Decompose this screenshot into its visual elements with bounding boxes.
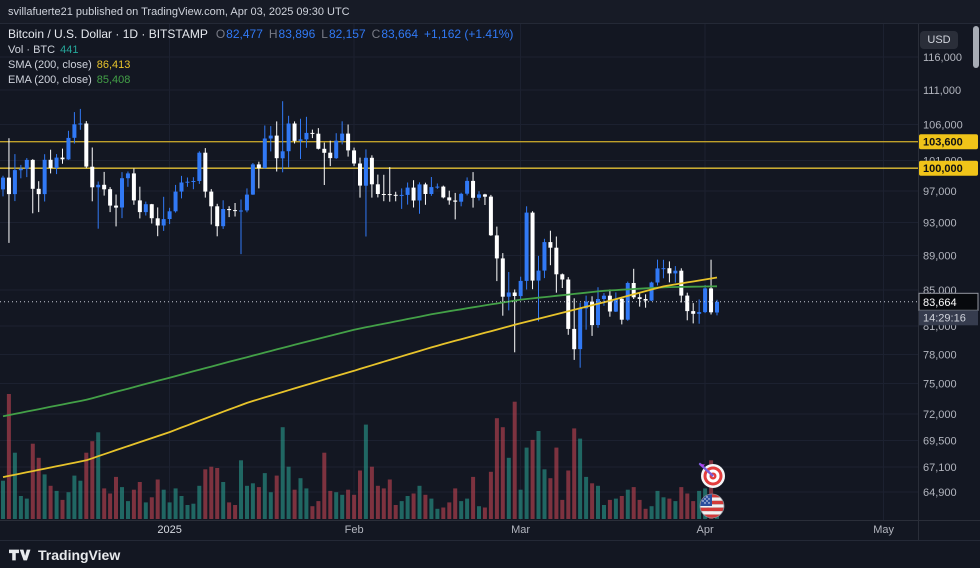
- ema-value: 85,408: [96, 74, 131, 86]
- scrollbar-thumb[interactable]: [973, 26, 979, 68]
- svg-text:89,000: 89,000: [923, 251, 957, 263]
- stickers-layer: [698, 462, 725, 519]
- candles-layer: [1, 101, 719, 368]
- open-value: 82,477: [226, 27, 263, 41]
- svg-text:Apr: Apr: [697, 524, 714, 536]
- svg-text:93,000: 93,000: [923, 218, 957, 230]
- grid-layer: [0, 24, 918, 520]
- svg-text:2025: 2025: [157, 524, 181, 536]
- high-label: H: [268, 27, 278, 41]
- sma-line: [2, 276, 718, 478]
- svg-text:97,000: 97,000: [923, 186, 957, 198]
- svg-text:Mar: Mar: [511, 524, 530, 536]
- ema-line: [2, 285, 718, 418]
- svg-text:14:29:16: 14:29:16: [923, 312, 966, 324]
- svg-text:64,900: 64,900: [923, 487, 957, 499]
- close-label: C: [371, 27, 381, 41]
- sma-row: SMA (200, close) 86,413: [8, 59, 513, 74]
- tradingview-mark-icon: [9, 549, 31, 560]
- symbol-title: Bitcoin / U.S. Dollar · 1D · BITSTAMP: [8, 27, 208, 41]
- volume-row: Vol · BTC 441: [8, 44, 513, 59]
- sma-value: 86,413: [96, 59, 131, 71]
- publish-info-bar: svillafuerte21 published on TradingView.…: [0, 0, 980, 24]
- svg-text:72,000: 72,000: [923, 409, 957, 421]
- time-axis: 2025 Feb Mar Apr May: [157, 524, 894, 536]
- svg-text:75,000: 75,000: [923, 379, 957, 391]
- volume-label: Vol · BTC: [8, 44, 56, 56]
- ema-row: EMA (200, close) 85,408: [8, 74, 513, 89]
- svg-text:111,000: 111,000: [923, 85, 961, 97]
- sticker-us-flag-icon: [699, 493, 725, 519]
- axis-separators: [0, 24, 980, 540]
- svg-text:69,500: 69,500: [923, 436, 957, 448]
- price-chart-canvas[interactable]: 116,000111,000106,000101,00097,00093,000…: [0, 24, 980, 540]
- symbol-row: Bitcoin / U.S. Dollar · 1D · BITSTAMP O …: [8, 27, 513, 44]
- svg-text:May: May: [873, 524, 894, 536]
- tradingview-logo[interactable]: TradingView: [9, 547, 120, 563]
- svg-text:103,600: 103,600: [923, 137, 963, 149]
- publish-info-text: svillafuerte21 published on TradingView.…: [8, 5, 350, 18]
- horizontal-lines-layer: [0, 140, 918, 169]
- sticker-dart-target-icon: [698, 462, 725, 488]
- low-value: 82,157: [328, 27, 366, 41]
- svg-text:100,000: 100,000: [923, 163, 963, 175]
- sma-label: SMA (200, close): [8, 59, 92, 71]
- low-label: L: [321, 27, 328, 41]
- ema-label: EMA (200, close): [8, 74, 92, 86]
- svg-text:67,100: 67,100: [923, 462, 957, 474]
- tradingview-wordmark: TradingView: [38, 546, 121, 563]
- change-value: +1,162 (+1.41%): [424, 27, 514, 41]
- volume-value: 441: [60, 44, 79, 56]
- currency-toggle-button[interactable]: USD: [920, 31, 958, 49]
- price-axis: 116,000111,000106,000101,00097,00093,000…: [918, 52, 979, 499]
- svg-text:106,000: 106,000: [923, 120, 963, 132]
- svg-text:78,000: 78,000: [923, 349, 957, 361]
- close-value: 83,664: [381, 27, 419, 41]
- footer-bar: TradingView: [0, 540, 980, 568]
- svg-text:116,000: 116,000: [923, 52, 962, 64]
- svg-text:83,664: 83,664: [923, 297, 957, 309]
- high-value: 83,896: [278, 27, 316, 41]
- chart-area: 116,000111,000106,000101,00097,00093,000…: [0, 24, 980, 540]
- svg-text:Feb: Feb: [345, 524, 364, 536]
- chart-legend: Bitcoin / U.S. Dollar · 1D · BITSTAMP O …: [8, 27, 513, 89]
- open-label: O: [215, 27, 226, 41]
- volume-layer: [1, 394, 719, 519]
- ohlc-values: O 82,477 H 83,896 L 82,157 C 83,664 +1,1…: [216, 27, 514, 41]
